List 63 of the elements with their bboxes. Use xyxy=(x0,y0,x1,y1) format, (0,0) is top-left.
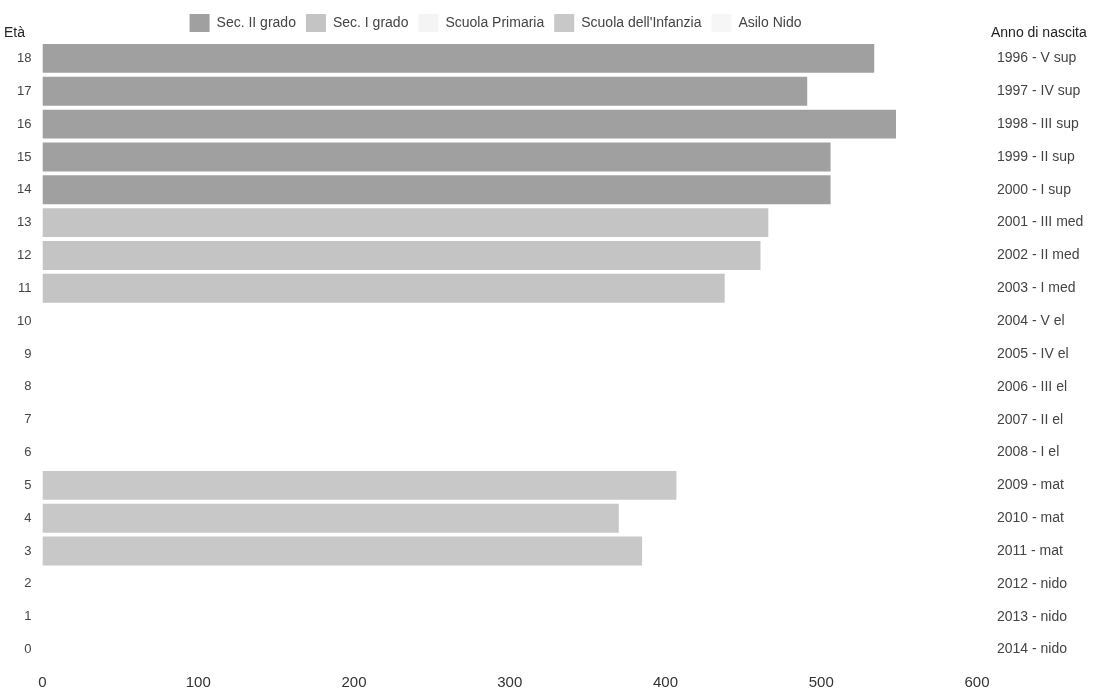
y-tick-label: 10 xyxy=(16,312,32,328)
x-tick-label: 200 xyxy=(341,673,367,691)
bar xyxy=(42,503,619,533)
text: 2013 - nido xyxy=(997,607,1068,624)
bar xyxy=(42,142,831,172)
x-tick-label: 100 xyxy=(185,673,211,691)
x-tick-label: 300 xyxy=(497,673,523,691)
y-tick-label: 9 xyxy=(24,345,32,361)
y-axis-title: Età xyxy=(4,23,26,40)
y-tick-label: 13 xyxy=(16,214,32,230)
text: 2002 - II med xyxy=(997,246,1080,263)
legend-label: Scuola dell'Infanzia xyxy=(581,13,702,30)
y-tick-label: 18 xyxy=(16,50,32,65)
text: 2008 - I el xyxy=(997,443,1060,460)
y-tick-label: 1 xyxy=(24,608,32,624)
text: 2011 - mat xyxy=(997,541,1063,558)
text: 2001 - III med xyxy=(997,213,1084,230)
y-tick-label: 5 xyxy=(24,476,32,492)
legend-label: Sec. II grado xyxy=(216,13,297,30)
legend-label: Asilo Nido xyxy=(738,13,802,30)
text: 1996 - V sup xyxy=(997,49,1077,66)
text: 1998 - III sup xyxy=(997,114,1079,131)
y-tick-label: 2 xyxy=(24,575,32,591)
y-tick-label: 8 xyxy=(24,378,32,394)
text: 2007 - II el xyxy=(997,410,1064,427)
text: 1997 - IV sup xyxy=(997,82,1081,99)
y-tick-label: 3 xyxy=(24,542,32,558)
text: 2010 - mat xyxy=(997,509,1065,526)
text: 1999 - II sup xyxy=(997,147,1076,164)
bar xyxy=(42,273,725,303)
legend-label: Scuola Primaria xyxy=(445,13,545,30)
bar xyxy=(42,470,677,500)
y-tick-label: 6 xyxy=(24,444,32,460)
text: 2004 - V el xyxy=(997,312,1065,329)
bar xyxy=(42,175,831,205)
y-tick-label: 15 xyxy=(16,148,32,164)
text: 2014 - nido xyxy=(997,640,1068,657)
y-tick-label: 12 xyxy=(16,247,32,263)
x-tick-label: 0 xyxy=(38,673,47,691)
bar xyxy=(42,241,761,270)
text: 2009 - mat xyxy=(997,476,1065,493)
bar xyxy=(42,208,769,238)
x-tick-label: 500 xyxy=(808,673,834,691)
y-tick-label: 4 xyxy=(24,509,32,525)
x-tick-label: 400 xyxy=(652,673,678,691)
bar xyxy=(42,43,875,73)
y-tick-label: 0 xyxy=(24,641,32,657)
text: 2005 - IV el xyxy=(997,344,1069,361)
y-tick-label: 16 xyxy=(16,115,32,131)
text: 2003 - I med xyxy=(997,279,1076,296)
legend-label: Sec. I grado xyxy=(332,13,409,30)
text: 2000 - I sup xyxy=(997,180,1072,197)
x-tick-label: 600 xyxy=(964,673,990,691)
y-tick-label: 7 xyxy=(24,411,32,427)
y-tick-label: 11 xyxy=(17,279,32,295)
bar xyxy=(42,109,897,139)
bar xyxy=(42,76,808,106)
y2-axis-title: Anno di nascita xyxy=(991,23,1087,40)
y-tick-label: 17 xyxy=(16,82,32,98)
text: 2006 - III el xyxy=(997,377,1068,394)
bar xyxy=(42,536,643,566)
y-tick-label: 14 xyxy=(16,181,32,197)
text: 2012 - nido xyxy=(997,574,1068,591)
